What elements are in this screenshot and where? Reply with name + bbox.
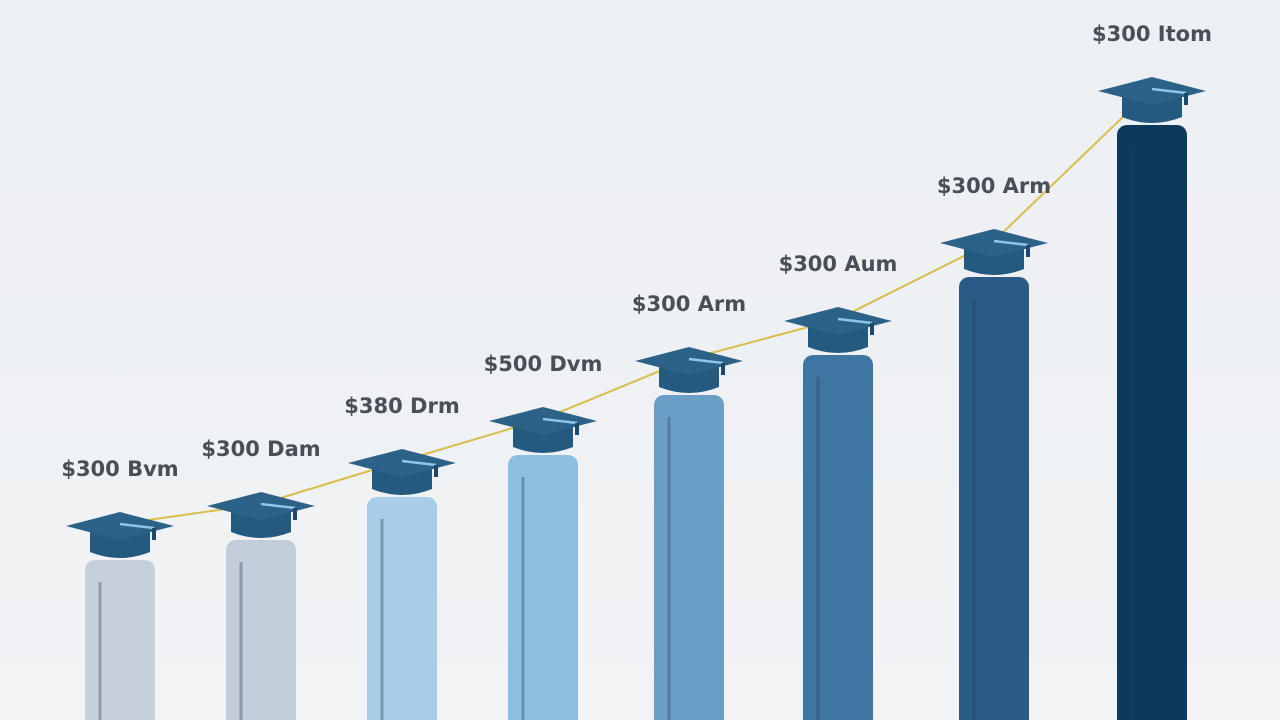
cap-base <box>659 365 719 393</box>
value-annotation: $300 Dam <box>201 437 320 461</box>
cap-base <box>513 425 573 453</box>
value-annotation: $300 Itom <box>1092 22 1212 46</box>
value-annotation: $300 Aum <box>779 252 898 276</box>
cap-tassel <box>260 502 296 510</box>
cap-tassel-end <box>575 423 579 435</box>
cap-base <box>372 467 432 495</box>
cap-tassel <box>119 522 155 530</box>
cap-base <box>964 247 1024 275</box>
cap-tassel <box>688 357 724 365</box>
cap-tassel-end <box>1184 93 1188 105</box>
cap-tassel-end <box>1026 245 1030 257</box>
cap-tassel-end <box>870 323 874 335</box>
cap-base <box>1122 95 1182 123</box>
value-annotation: $300 Bvm <box>61 457 178 481</box>
cap-tassel <box>993 239 1029 247</box>
bar <box>226 540 296 720</box>
cap-board <box>207 492 315 520</box>
bar <box>367 497 437 720</box>
cap-base <box>90 530 150 558</box>
bar <box>803 355 873 720</box>
bar <box>85 560 155 720</box>
value-annotation: $500 Dvm <box>484 352 603 376</box>
cap-board <box>66 512 174 540</box>
cap-tassel <box>542 417 578 425</box>
cap-tassel-end <box>434 465 438 477</box>
cap-board <box>635 347 743 375</box>
value-annotation: $300 Arm <box>937 174 1051 198</box>
value-annotation: $380 Drm <box>344 394 459 418</box>
bar <box>1117 125 1187 720</box>
cap-tassel-end <box>152 528 156 540</box>
cap-tassel-end <box>721 363 725 375</box>
bar <box>959 277 1029 720</box>
cap-tassel <box>401 459 437 467</box>
value-annotation: $300 Arm <box>632 292 746 316</box>
cap-board <box>1098 77 1206 105</box>
bar <box>654 395 724 720</box>
cap-base <box>231 510 291 538</box>
cap-board <box>348 449 456 477</box>
bar <box>508 455 578 720</box>
cap-tassel-end <box>293 508 297 520</box>
cap-tassel <box>837 317 873 325</box>
cap-base <box>808 325 868 353</box>
cap-board <box>489 407 597 435</box>
cap-board <box>784 307 892 335</box>
cap-tassel <box>1151 87 1187 95</box>
cap-board <box>940 229 1048 257</box>
